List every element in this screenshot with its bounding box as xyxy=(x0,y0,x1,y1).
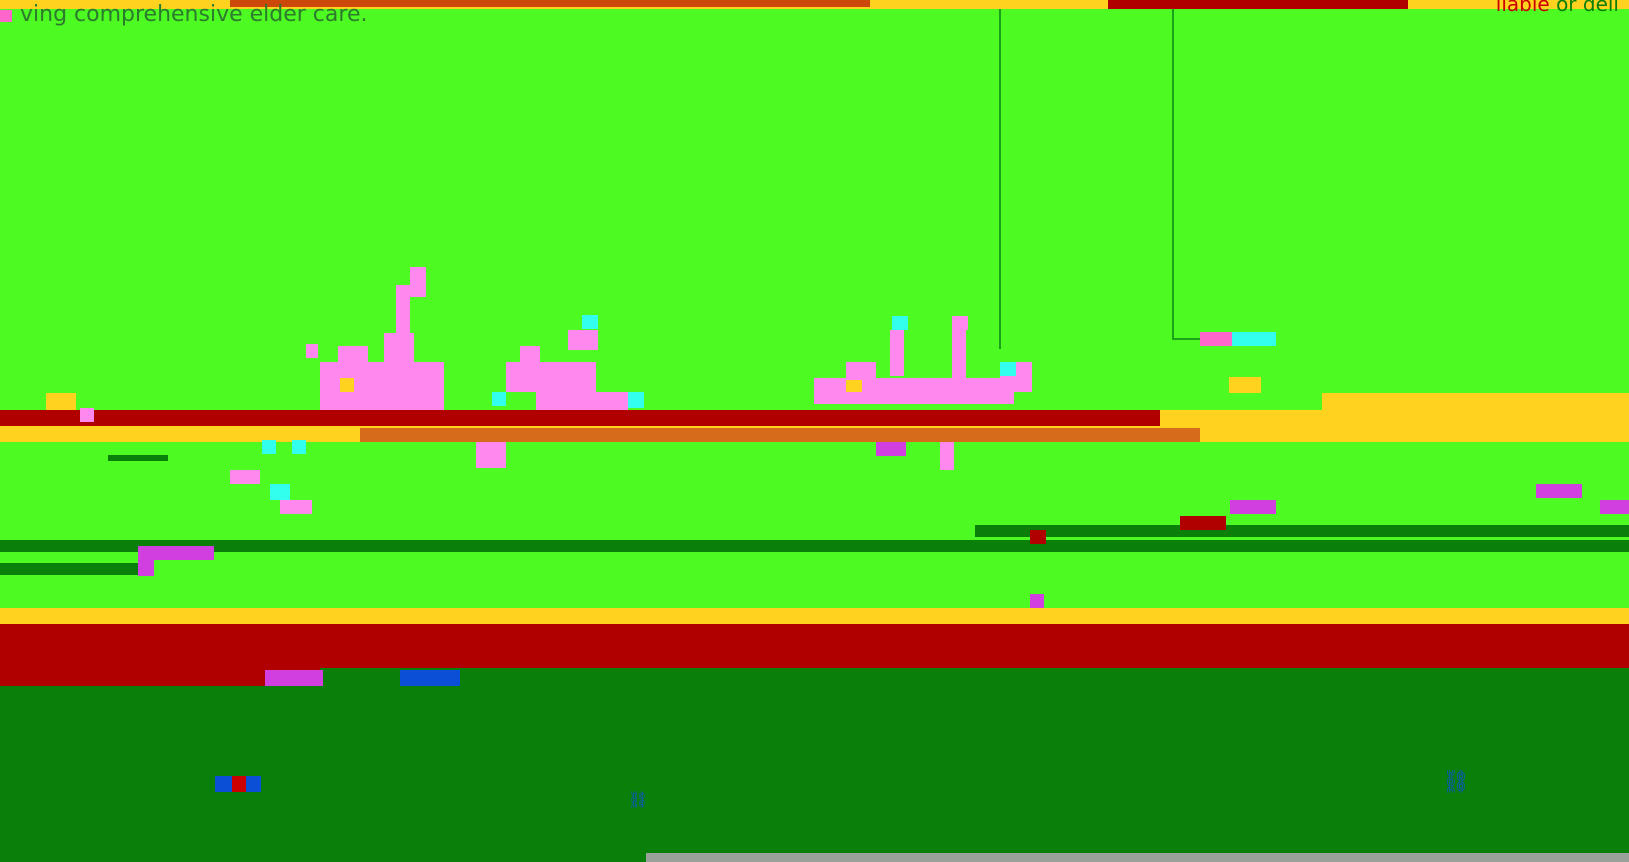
illustration-shape xyxy=(320,362,444,410)
middle-band-accent xyxy=(360,428,1200,442)
content-stripe xyxy=(0,563,140,575)
top-banner-accent xyxy=(1108,0,1408,9)
illustration-shape xyxy=(506,362,596,392)
content-stripe xyxy=(108,455,168,461)
cluster-shape xyxy=(270,484,290,500)
footer-badge-accent xyxy=(232,776,246,792)
illustration-shape xyxy=(892,316,908,330)
illustration-shape xyxy=(306,344,318,358)
illustration-shape xyxy=(814,378,1014,404)
link-icon[interactable]: ⛓ xyxy=(1442,770,1470,795)
illustration-shape xyxy=(940,440,954,470)
illustration-shape xyxy=(952,330,966,390)
horizontal-scrollbar[interactable] xyxy=(646,853,1629,862)
content-cluster xyxy=(230,470,320,514)
footer-band xyxy=(0,668,320,686)
illustration-shape xyxy=(338,346,368,366)
top-banner-text-a: ilable xyxy=(1495,0,1550,16)
illustration-shape xyxy=(952,316,968,330)
top-banner-accent xyxy=(230,0,870,7)
band-shape xyxy=(262,440,276,454)
top-banner-text-b: or deli xyxy=(1556,0,1619,16)
illustration-shape xyxy=(492,392,506,406)
divider-line xyxy=(999,9,1001,349)
node-tag-accent xyxy=(1232,332,1276,346)
content-chip xyxy=(1030,594,1044,608)
band-shape xyxy=(80,408,94,422)
footer xyxy=(0,668,1629,862)
link-icon[interactable]: ⛓ xyxy=(628,790,649,809)
band-accent xyxy=(46,393,76,411)
divider-line xyxy=(1172,338,1202,340)
band-shape xyxy=(876,442,906,456)
cluster-shape xyxy=(138,560,154,576)
content-chip xyxy=(1536,484,1582,498)
content-chip xyxy=(1600,500,1629,514)
illustration-shape xyxy=(628,392,644,408)
illustration-shape xyxy=(1000,362,1016,376)
illustration-shape xyxy=(396,285,410,345)
middle-band-accent xyxy=(0,410,1160,426)
content-stripe xyxy=(975,525,1629,537)
band-shape xyxy=(292,440,306,454)
content-chip xyxy=(1180,516,1226,530)
page-subtitle: ving comprehensive elder care. xyxy=(20,2,368,27)
divider-line xyxy=(1172,9,1174,339)
bullet-icon xyxy=(0,10,12,22)
illustration-shape xyxy=(340,378,354,392)
band-accent xyxy=(1322,393,1629,411)
illustration-shape xyxy=(410,267,426,297)
cluster-shape xyxy=(280,500,312,514)
content-chip xyxy=(1030,530,1046,544)
illustration-shape xyxy=(582,315,598,329)
illustration-shape xyxy=(568,330,598,350)
band-shape xyxy=(476,442,506,468)
footer-top-strip xyxy=(0,608,1629,624)
content-cluster xyxy=(138,546,214,576)
node-box xyxy=(1229,377,1261,393)
cluster-shape xyxy=(230,470,260,484)
footer-band xyxy=(0,624,1629,668)
illustration-shape xyxy=(520,346,540,362)
content-chip xyxy=(1230,500,1276,514)
illustration-shape xyxy=(890,330,904,376)
content-stripe xyxy=(0,540,1629,552)
footer-link[interactable] xyxy=(265,670,323,686)
footer-link[interactable] xyxy=(400,670,460,686)
illustration-shape xyxy=(536,392,628,410)
top-banner-text: ilable or deli xyxy=(1496,0,1619,16)
illustration-shape xyxy=(846,362,876,382)
cluster-shape xyxy=(138,546,214,560)
illustration-shape xyxy=(846,380,862,392)
